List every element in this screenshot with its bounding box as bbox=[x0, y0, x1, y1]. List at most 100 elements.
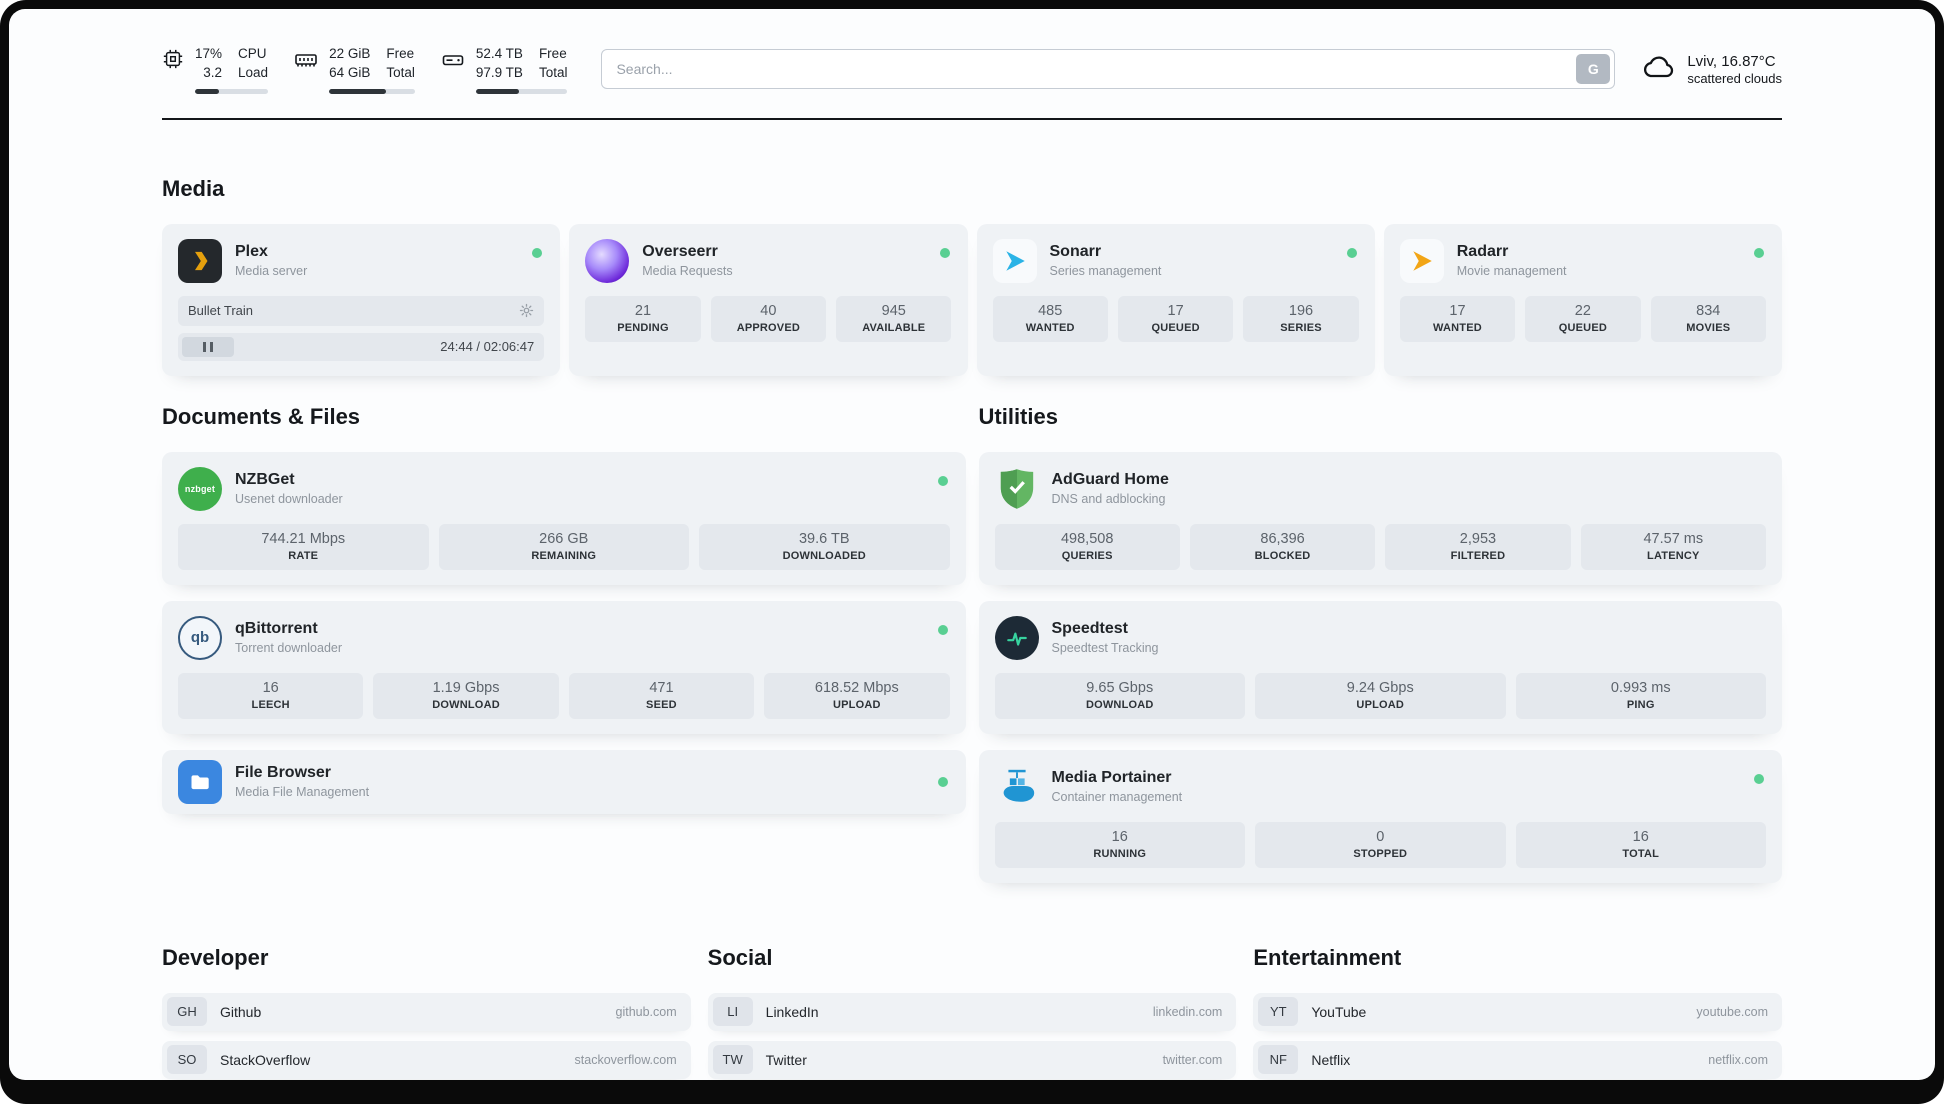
stat-label: APPROVED bbox=[736, 321, 801, 334]
stat-tile: 471 SEED bbox=[568, 672, 755, 719]
stat-tile: 17 WANTED bbox=[1399, 295, 1516, 342]
stat-value: 498,508 bbox=[1060, 530, 1114, 547]
stats-row: 498,508 QUERIES 86,396 BLOCKED 2,953 FIL… bbox=[994, 523, 1766, 570]
bookmark-stackoverflow[interactable]: SO StackOverflow stackoverflow.com bbox=[162, 1040, 691, 1079]
app-name: qBittorrent bbox=[235, 620, 318, 638]
stat-tile: 47.57 ms LATENCY bbox=[1580, 523, 1766, 570]
app-subtitle: Movie management bbox=[1456, 264, 1567, 279]
filebrowser-icon bbox=[178, 759, 222, 804]
app-card-portainer[interactable]: Media Portainer Container management 16 … bbox=[978, 749, 1782, 883]
search-input[interactable] bbox=[601, 49, 1616, 90]
disk-total-label: Total bbox=[538, 64, 568, 80]
stat-label: PENDING bbox=[617, 321, 669, 334]
cpu-load-value: 3.2 bbox=[203, 64, 223, 80]
stat-tile: 0 STOPPED bbox=[1255, 821, 1506, 868]
stat-tile: 16 LEECH bbox=[178, 672, 364, 719]
stat-tile: 16 TOTAL bbox=[1515, 821, 1766, 868]
app-name: NZBGet bbox=[235, 471, 295, 489]
documents-column: Documents & Files nzbget NZBGet Usenet d… bbox=[162, 404, 966, 899]
weather-location: Lviv, 16.87°C bbox=[1687, 52, 1776, 70]
media-grid: Plex Media server Bullet Train 24:4 bbox=[162, 223, 1782, 376]
bookmark-domain: netflix.com bbox=[1708, 1052, 1768, 1067]
stat-value: 17 bbox=[1167, 302, 1184, 319]
plex-icon bbox=[178, 238, 222, 283]
gear-icon[interactable] bbox=[519, 303, 534, 318]
cpu-label: CPU bbox=[238, 46, 267, 61]
app-name: Sonarr bbox=[1049, 243, 1102, 261]
stat-value: 21 bbox=[634, 302, 652, 319]
bookmark-linkedin[interactable]: LI LinkedIn linkedin.com bbox=[707, 992, 1237, 1031]
section-title-utilities: Utilities bbox=[978, 403, 1058, 429]
disk-free-label: Free bbox=[538, 46, 567, 61]
stat-label: LATENCY bbox=[1647, 549, 1700, 562]
bookmark-name: Netflix bbox=[1311, 1051, 1351, 1068]
app-card-sonarr[interactable]: Sonarr Series management 485 WANTED 17 Q… bbox=[976, 223, 1375, 376]
bookmark-name: LinkedIn bbox=[765, 1003, 819, 1020]
stat-value: 485 bbox=[1038, 302, 1063, 319]
stat-tile: 40 APPROVED bbox=[710, 295, 827, 342]
app-card-overseerr[interactable]: Overseerr Media Requests 21 PENDING 40 A… bbox=[569, 223, 968, 376]
search: G bbox=[601, 49, 1616, 90]
status-dot-online bbox=[1754, 773, 1764, 784]
stat-label: AVAILABLE bbox=[862, 321, 926, 334]
disk-bar bbox=[475, 88, 568, 94]
stat-label: SEED bbox=[646, 698, 677, 711]
stat-value: 618.52 Mbps bbox=[814, 679, 899, 696]
cloud-icon bbox=[1641, 53, 1677, 86]
app-subtitle: Speedtest Tracking bbox=[1051, 641, 1159, 656]
utilities-column: Utilities AdGuard Home DNS and adblockin… bbox=[978, 403, 1782, 899]
app-name: Media Portainer bbox=[1051, 769, 1172, 787]
bookmark-twitter[interactable]: TW Twitter twitter.com bbox=[707, 1040, 1237, 1079]
bookmark-abbr: GH bbox=[167, 997, 207, 1027]
stat-tile: 945 AVAILABLE bbox=[836, 295, 952, 342]
disk-bar-fill bbox=[475, 88, 519, 94]
cpu-icon bbox=[162, 48, 184, 94]
developer-column: Developer GH Github github.com SO StackO… bbox=[162, 945, 691, 1080]
stat-value: 9.24 Gbps bbox=[1346, 679, 1414, 696]
stat-tile: 0.993 ms PING bbox=[1515, 672, 1766, 719]
bookmark-youtube[interactable]: YT YouTube youtube.com bbox=[1253, 992, 1782, 1031]
bookmark-name: Twitter bbox=[765, 1051, 807, 1068]
stat-value: 16 bbox=[1632, 828, 1649, 845]
app-card-qbittorrent[interactable]: qb qBittorrent Torrent downloader 16 LEE… bbox=[162, 600, 966, 734]
bookmark-name: StackOverflow bbox=[220, 1051, 311, 1068]
stat-label: DOWNLOAD bbox=[1085, 698, 1154, 711]
app-card-nzbget[interactable]: nzbget NZBGet Usenet downloader 744.21 M… bbox=[162, 451, 966, 585]
bookmark-domain: stackoverflow.com bbox=[574, 1052, 677, 1067]
topbar: 17% 3.2 CPU Load bbox=[162, 45, 1782, 94]
card-header: Media Portainer Container management bbox=[995, 765, 1767, 809]
bookmark-github[interactable]: GH Github github.com bbox=[162, 992, 691, 1031]
stat-value: 86,396 bbox=[1260, 530, 1305, 547]
cpu-percent: 17% bbox=[195, 46, 223, 61]
bookmark-domain: youtube.com bbox=[1696, 1004, 1768, 1019]
stats-row: 16 RUNNING 0 STOPPED 16 TOTAL bbox=[994, 821, 1766, 868]
pause-button[interactable] bbox=[182, 336, 234, 357]
stat-label: FILTERED bbox=[1450, 549, 1506, 562]
bookmark-abbr: TW bbox=[712, 1045, 753, 1075]
player-time: 24:44 / 02:06:47 bbox=[440, 339, 535, 355]
stat-tile: 9.24 Gbps UPLOAD bbox=[1255, 672, 1506, 719]
stat-label: WANTED bbox=[1025, 321, 1075, 334]
section-title-social: Social bbox=[707, 944, 773, 970]
bookmark-netflix[interactable]: NF Netflix netflix.com bbox=[1253, 1040, 1782, 1079]
app-card-radarr[interactable]: Radarr Movie management 17 WANTED 22 QUE… bbox=[1383, 223, 1782, 376]
status-dot-online bbox=[937, 624, 948, 635]
cpu-load-label: Load bbox=[238, 64, 269, 80]
app-subtitle: Media Requests bbox=[642, 264, 733, 279]
stat-value: 471 bbox=[649, 679, 674, 696]
app-card-filebrowser[interactable]: File Browser Media File Management bbox=[162, 749, 966, 814]
stat-tile: 196 SERIES bbox=[1243, 295, 1359, 342]
status-dot-online bbox=[1754, 247, 1764, 258]
stat-label: DOWNLOADED bbox=[782, 549, 866, 562]
app-card-speedtest[interactable]: Speedtest Speedtest Tracking 9.65 Gbps D… bbox=[978, 600, 1782, 734]
ram-icon bbox=[294, 48, 318, 94]
app-card-adguard[interactable]: AdGuard Home DNS and adblocking 498,508 … bbox=[978, 451, 1782, 585]
app-card-plex[interactable]: Plex Media server Bullet Train 24:4 bbox=[162, 223, 561, 376]
stat-value: 0 bbox=[1376, 828, 1385, 845]
stat-tile: 834 MOVIES bbox=[1650, 295, 1766, 342]
nzbget-icon: nzbget bbox=[178, 466, 222, 511]
search-engine-button[interactable]: G bbox=[1576, 54, 1611, 85]
qbittorrent-icon: qb bbox=[178, 615, 222, 660]
bookmark-domain: linkedin.com bbox=[1152, 1004, 1223, 1019]
stat-label: TOTAL bbox=[1622, 847, 1660, 860]
